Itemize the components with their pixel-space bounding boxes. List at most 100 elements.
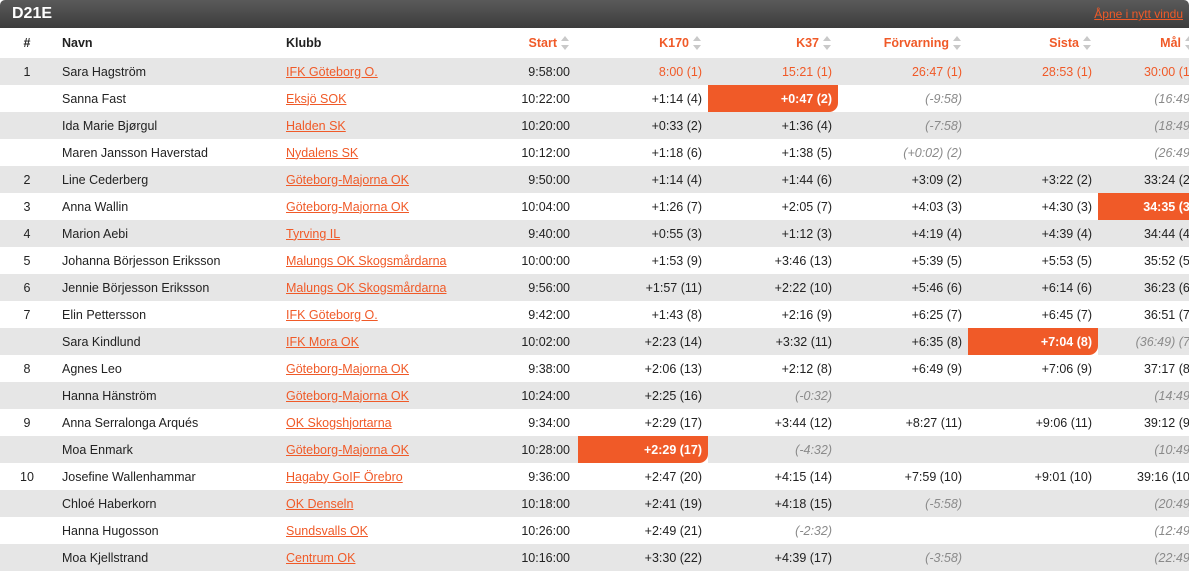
split-sista	[968, 85, 1098, 112]
split-k37: +3:44 (12)	[708, 409, 838, 436]
table-row: 9 Anna Serralonga Arqués OK Skogshjortarna…	[0, 409, 1189, 436]
column-header-row: # Navn Klubb Start K170 K37 Förvarning S…	[0, 28, 1189, 58]
split-forvarning: +6:25 (7)	[838, 301, 968, 328]
split-k170: +1:26 (7)	[578, 193, 708, 220]
club-link: IFK Göteborg O.	[278, 301, 484, 328]
split-forvarning: +5:46 (6)	[838, 274, 968, 301]
start-time: 10:12:00	[484, 139, 578, 166]
rank-cell	[0, 490, 54, 517]
col-club: Klubb	[286, 36, 322, 50]
split-k170: +1:43 (8)	[578, 301, 708, 328]
rank-cell: 9	[0, 409, 54, 436]
finish-time: 36:51 (7)	[1098, 301, 1189, 328]
runner-name: Line Cederberg	[54, 166, 278, 193]
club-link[interactable]: Centrum OK	[286, 550, 356, 565]
club-link: Halden SK	[278, 112, 484, 139]
club-link[interactable]: IFK Mora OK	[286, 334, 359, 349]
start-time: 9:56:00	[484, 274, 578, 301]
club-link[interactable]: Göteborg-Majorna OK	[286, 199, 409, 214]
club-link[interactable]: Hagaby GoIF Örebro	[286, 469, 403, 484]
split-sista	[968, 112, 1098, 139]
club-link: IFK Göteborg O.	[278, 58, 484, 85]
split-k170: +2:06 (13)	[578, 355, 708, 382]
split-forvarning	[838, 382, 968, 409]
col-k37[interactable]: K37	[708, 28, 838, 58]
rank-cell	[0, 112, 54, 139]
split-k170: +0:55 (3)	[578, 220, 708, 247]
rank-cell: 1	[0, 58, 54, 85]
col-sista[interactable]: Sista	[968, 28, 1098, 58]
club-link[interactable]: Eksjö SOK	[286, 91, 347, 106]
split-sista: +5:53 (5)	[968, 247, 1098, 274]
split-sista: +4:30 (3)	[968, 193, 1098, 220]
rank-cell: 4	[0, 220, 54, 247]
finish-time: 30:00 (1)	[1098, 58, 1189, 85]
club-link[interactable]: OK Skogshjortarna	[286, 415, 392, 430]
rank-cell: 10	[0, 463, 54, 490]
club-link[interactable]: Malungs OK Skogsmårdarna	[286, 253, 447, 268]
club-link[interactable]: Göteborg-Majorna OK	[286, 388, 409, 403]
open-new-window-link[interactable]: Åpne i nytt vindu	[1094, 7, 1183, 21]
start-time: 10:00:00	[484, 247, 578, 274]
split-k37: +4:39 (17)	[708, 544, 838, 571]
finish-time: 34:44 (4)	[1098, 220, 1189, 247]
club-link[interactable]: Halden SK	[286, 118, 346, 133]
club-link[interactable]: Malungs OK Skogsmårdarna	[286, 280, 447, 295]
col-start[interactable]: Start	[484, 28, 578, 58]
split-forvarning: +4:03 (3)	[838, 193, 968, 220]
club-link[interactable]: Göteborg-Majorna OK	[286, 442, 409, 457]
club-link[interactable]: Göteborg-Majorna OK	[286, 361, 409, 376]
start-time: 10:16:00	[484, 544, 578, 571]
split-sista: +6:45 (7)	[968, 301, 1098, 328]
split-sista	[968, 544, 1098, 571]
rank-cell: 6	[0, 274, 54, 301]
col-forvarning[interactable]: Förvarning	[838, 28, 968, 58]
split-sista	[968, 517, 1098, 544]
runner-name: Chloé Haberkorn	[54, 490, 278, 517]
table-row: 7 Elin Pettersson IFK Göteborg O. 9:42:00 +1…	[0, 301, 1189, 328]
sort-icon	[1185, 36, 1189, 51]
split-forvarning: (-7:58)	[838, 112, 968, 139]
club-link[interactable]: Tyrving IL	[286, 226, 341, 241]
col-mal[interactable]: Mål	[1098, 28, 1189, 58]
club-link: Göteborg-Majorna OK	[278, 382, 484, 409]
club-link: Malungs OK Skogsmårdarna	[278, 274, 484, 301]
table-row: Ida Marie Bjørgul Halden SK 10:20:00 +0:33 …	[0, 112, 1189, 139]
runner-name: Marion Aebi	[54, 220, 278, 247]
finish-time: 39:16 (10)	[1098, 463, 1189, 490]
rank-cell: 8	[0, 355, 54, 382]
club-link[interactable]: IFK Göteborg O.	[286, 307, 378, 322]
club-link[interactable]: OK Denseln	[286, 496, 354, 511]
split-k170: +1:18 (6)	[578, 139, 708, 166]
table-row: Hanna Hänström Göteborg-Majorna OK 10:24:0…	[0, 382, 1189, 409]
club-link[interactable]: Sundsvalls OK	[286, 523, 368, 538]
results-header-bar: D21E Åpne i nytt vindu	[0, 0, 1189, 28]
club-link[interactable]: IFK Göteborg O.	[286, 64, 378, 79]
table-row: Moa Enmark Göteborg-Majorna OK 10:28:00 +2:…	[0, 436, 1189, 463]
club-link: Sundsvalls OK	[278, 517, 484, 544]
class-title: D21E	[12, 5, 53, 22]
split-k37: 15:21 (1)	[708, 58, 838, 85]
split-k37: +1:12 (3)	[708, 220, 838, 247]
sort-icon	[823, 36, 832, 51]
split-sista	[968, 139, 1098, 166]
split-forvarning: +5:39 (5)	[838, 247, 968, 274]
runner-name: Sanna Fast	[54, 85, 278, 112]
start-time: 9:58:00	[484, 58, 578, 85]
runner-name: Johanna Börjesson Eriksson	[54, 247, 278, 274]
runner-name: Josefine Wallenhammar	[54, 463, 278, 490]
col-k170[interactable]: K170	[578, 28, 708, 58]
runner-name: Sara Hagström	[54, 58, 278, 85]
club-link[interactable]: Nydalens SK	[286, 145, 359, 160]
rank-cell	[0, 436, 54, 463]
split-k170: +1:57 (11)	[578, 274, 708, 301]
runner-name: Sara Kindlund	[54, 328, 278, 355]
split-forvarning	[838, 436, 968, 463]
table-row: 10 Josefine Wallenhammar Hagaby GoIF Örebr…	[0, 463, 1189, 490]
club-link: Tyrving IL	[278, 220, 484, 247]
split-forvarning: (+0:02) (2)	[838, 139, 968, 166]
club-link[interactable]: Göteborg-Majorna OK	[286, 172, 409, 187]
runner-name: Anna Wallin	[54, 193, 278, 220]
split-sista	[968, 436, 1098, 463]
table-row: Maren Jansson Haverstad Nydalens SK 10:12:…	[0, 139, 1189, 166]
